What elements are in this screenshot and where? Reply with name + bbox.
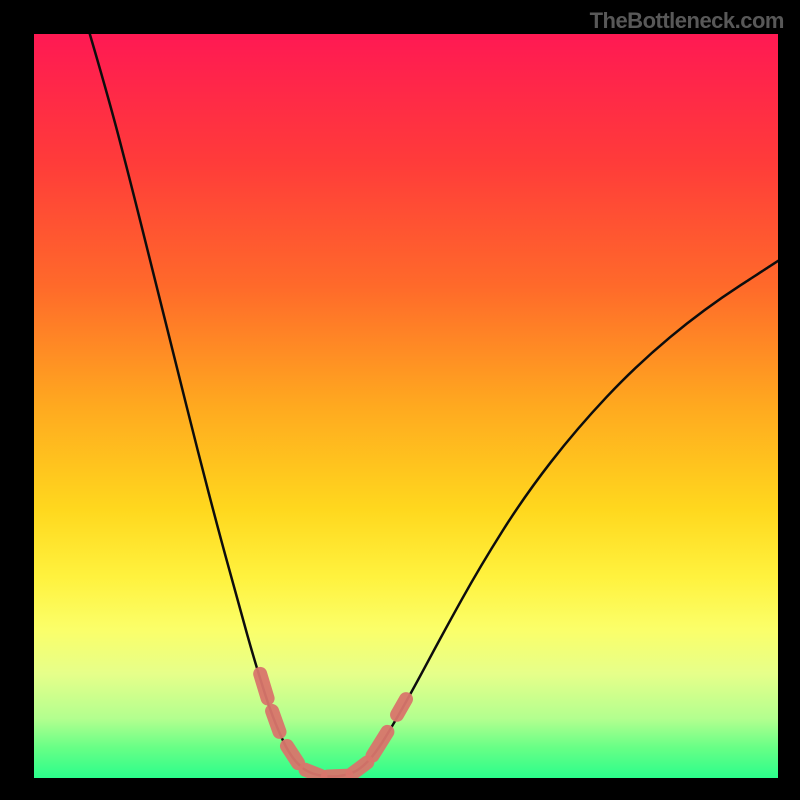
marker-capsule [287, 746, 298, 763]
marker-capsule [272, 711, 279, 732]
watermark-label: TheBottleneck.com [590, 8, 784, 34]
chart-container: TheBottleneck.com [0, 0, 800, 800]
bottleneck-curve [90, 34, 778, 777]
marker-capsule [373, 732, 388, 756]
marker-capsule [260, 674, 267, 699]
marker-capsule [397, 699, 406, 715]
marker-capsule [328, 776, 347, 777]
plot-area [34, 34, 778, 778]
chart-svg [34, 34, 778, 778]
marker-group [260, 674, 406, 777]
marker-capsule [306, 770, 321, 776]
marker-capsule [352, 762, 367, 773]
